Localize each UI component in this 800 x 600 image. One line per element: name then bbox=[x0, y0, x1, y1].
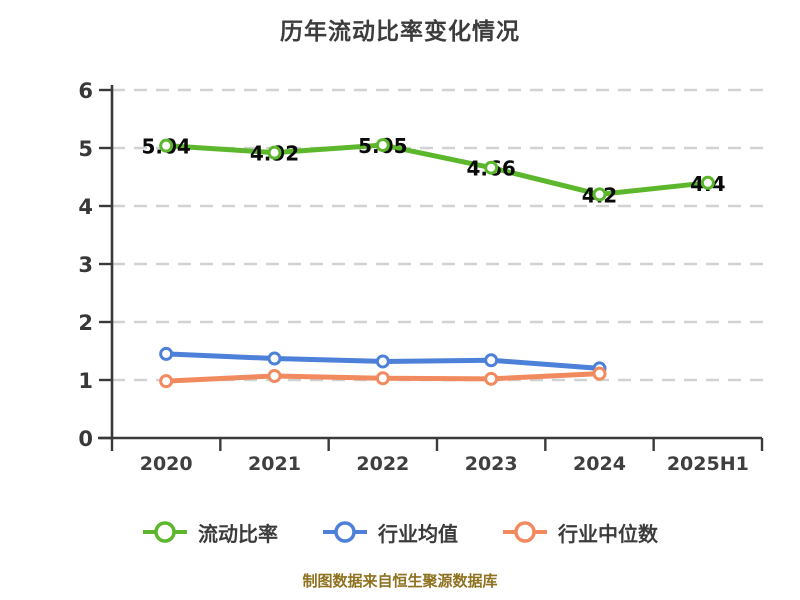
chart-legend: 流动比率 行业均值 行业中位数 bbox=[0, 517, 800, 547]
x-tick-label: 2024 bbox=[573, 453, 626, 475]
data-point-1 bbox=[159, 346, 174, 361]
data-point-0 bbox=[375, 138, 390, 153]
data-point-0 bbox=[267, 145, 282, 160]
data-point-0 bbox=[700, 175, 715, 190]
data-point-1 bbox=[375, 354, 390, 369]
legend-label-industry-median: 行业中位数 bbox=[558, 521, 658, 546]
y-tick-label: 2 bbox=[78, 311, 93, 335]
chart-title: 历年流动比率变化情况 bbox=[280, 19, 520, 45]
y-tick-label: 5 bbox=[78, 137, 93, 161]
data-point-2 bbox=[159, 374, 174, 389]
y-tick-label: 6 bbox=[78, 79, 93, 103]
x-tick-label: 2023 bbox=[465, 453, 518, 475]
data-point-2 bbox=[375, 371, 390, 386]
y-tick-label: 1 bbox=[78, 369, 93, 393]
x-tick-label: 2021 bbox=[248, 453, 301, 475]
data-point-2 bbox=[592, 366, 607, 381]
legend-item-current-ratio[interactable]: 流动比率 bbox=[142, 517, 278, 547]
series-line-0 bbox=[163, 142, 711, 197]
data-point-2 bbox=[484, 371, 499, 386]
y-tick-label: 4 bbox=[78, 195, 93, 219]
legend-marker-current-ratio bbox=[143, 521, 187, 543]
data-point-2 bbox=[267, 368, 282, 383]
legend-marker-industry-mean bbox=[323, 521, 367, 543]
data-point-0 bbox=[159, 138, 174, 153]
data-point-1 bbox=[267, 351, 282, 366]
data-point-0 bbox=[484, 160, 499, 175]
data-point-0 bbox=[592, 187, 607, 202]
legend-item-industry-median[interactable]: 行业中位数 bbox=[502, 517, 658, 547]
x-tick-label: 2020 bbox=[140, 453, 193, 475]
x-tick-label: 2022 bbox=[356, 453, 409, 475]
data-source-note: 制图数据来自恒生聚源数据库 bbox=[302, 572, 498, 590]
legend-label-industry-mean: 行业均值 bbox=[378, 521, 458, 546]
legend-label-current-ratio: 流动比率 bbox=[198, 521, 278, 546]
x-tick-label: 2025H1 bbox=[667, 453, 749, 475]
y-tick-label: 3 bbox=[78, 253, 93, 277]
y-tick-label: 0 bbox=[78, 427, 93, 451]
legend-item-industry-mean[interactable]: 行业均值 bbox=[322, 517, 458, 547]
data-point-1 bbox=[484, 353, 499, 368]
legend-marker-industry-median bbox=[503, 521, 547, 543]
